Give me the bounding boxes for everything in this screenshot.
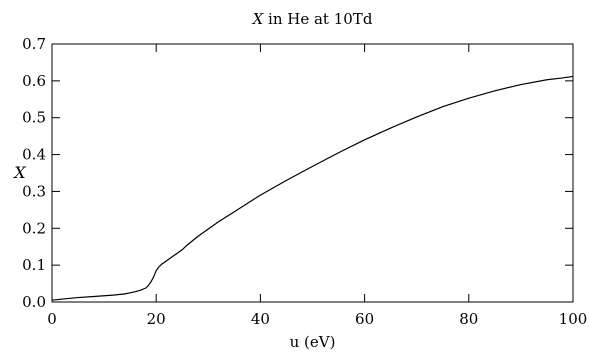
y-tick-label: 0.1 — [22, 256, 46, 274]
y-axis-label: X — [12, 163, 26, 182]
plot-frame — [51, 43, 574, 303]
x-axis-label: u (eV) — [290, 333, 336, 351]
x-tick-label: 80 — [459, 310, 478, 328]
chart-title-text: in He at 10Td — [263, 10, 373, 28]
x-tick-label: 100 — [559, 310, 588, 328]
y-tick-label: 0.0 — [22, 293, 46, 311]
axes — [51, 43, 574, 303]
ticks: 0 20 40 60 80 100 0.0 0.1 0.2 0.3 0.4 0.5 0.6 0.7 — [22, 35, 587, 328]
y-tick-label: 0.3 — [22, 182, 46, 200]
chart-title-variable: X — [252, 10, 265, 28]
chart-title: X in He at 10Td — [252, 10, 373, 28]
x-tick-label: 40 — [251, 310, 270, 328]
x-tick-label: 20 — [147, 310, 166, 328]
x-tick-label: 60 — [355, 310, 374, 328]
y-tick-label: 0.6 — [22, 72, 46, 90]
y-tick-label: 0.7 — [22, 35, 46, 53]
y-tick-label: 0.5 — [22, 109, 46, 127]
series — [51, 75, 574, 301]
series-line — [51, 75, 574, 301]
y-tick-label: 0.2 — [22, 219, 46, 237]
y-tick-label: 0.4 — [22, 146, 46, 164]
x-tick-label: 0 — [47, 310, 57, 328]
